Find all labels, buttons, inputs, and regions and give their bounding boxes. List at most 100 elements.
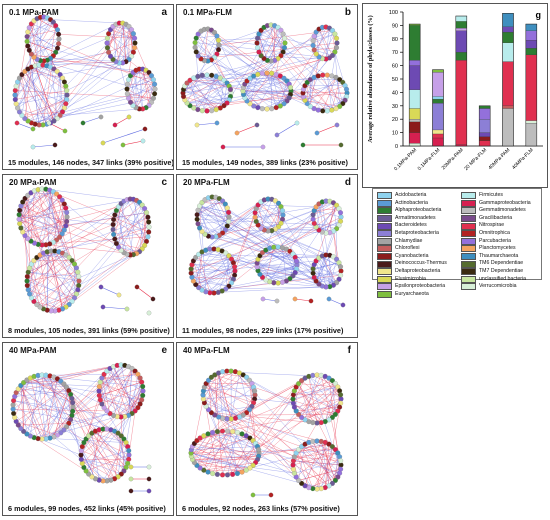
- panel-letter: f: [347, 345, 351, 356]
- legend-label: Chloroflexi: [395, 245, 420, 252]
- network-node: [63, 101, 69, 107]
- network-link: [20, 385, 73, 403]
- network-link: [19, 78, 36, 125]
- network-link: [262, 251, 290, 253]
- network-link: [133, 199, 145, 246]
- network-node: [243, 467, 249, 473]
- network-node: [123, 464, 129, 470]
- network-link: [270, 24, 275, 61]
- network-node: [336, 222, 342, 228]
- network-node: [195, 221, 201, 227]
- network-node: [338, 396, 344, 402]
- network-node: [258, 27, 264, 33]
- network-link: [109, 368, 129, 416]
- network-link: [218, 30, 333, 46]
- network-node: [17, 207, 23, 213]
- network-node: [146, 310, 152, 316]
- network-link: [101, 374, 138, 379]
- network-node: [296, 477, 302, 483]
- network-link: [258, 456, 294, 470]
- network-node: [15, 386, 21, 392]
- abundance-chart-svg: 0 10 20 30 40 50 60 70 80 90 100 Average relative a…: [367, 10, 543, 172]
- network-link: [269, 272, 296, 282]
- network-link: [23, 390, 69, 432]
- network-link: [259, 272, 296, 275]
- network-node: [73, 265, 79, 271]
- network-node: [142, 126, 148, 132]
- network-link: [112, 204, 143, 230]
- legend-label: Acidobacteria: [395, 192, 427, 198]
- network-node: [20, 229, 26, 235]
- network-link: [31, 66, 65, 83]
- network-node: [271, 280, 277, 286]
- network-node: [252, 210, 258, 216]
- network-node: [199, 228, 205, 234]
- bar-segment: [502, 13, 514, 27]
- legend-label: Euryarchaeota: [395, 290, 429, 297]
- network-link: [13, 400, 72, 416]
- network-link: [127, 93, 154, 99]
- network-link: [260, 199, 273, 229]
- network-link: [294, 390, 338, 412]
- network-node: [310, 438, 316, 444]
- network-link: [100, 381, 141, 405]
- network-link: [82, 116, 102, 124]
- network-link: [189, 80, 340, 107]
- network-link: [266, 57, 330, 74]
- legend-label: Gammaproteobacteria: [479, 199, 531, 206]
- network-link: [222, 406, 252, 419]
- network-node: [338, 458, 344, 464]
- legend-item: TM7 Dependentiae: [461, 268, 531, 276]
- network-link: [16, 387, 67, 422]
- network-node: [150, 77, 156, 83]
- network-node: [329, 414, 335, 420]
- network-node: [57, 234, 63, 240]
- legend-swatch: [461, 237, 476, 245]
- network-panel-c: 20 MPa-PAM c 8 modules, 105 nodes, 391 l…: [2, 174, 174, 338]
- network-link: [249, 437, 330, 486]
- legend-label: Gemmatimonadetes: [479, 207, 526, 214]
- network-link: [257, 25, 275, 39]
- network-link: [32, 144, 56, 148]
- network-link: [208, 380, 255, 400]
- network-link: [304, 386, 338, 420]
- x-tick-label: 0.1MPa-PAM: [393, 147, 418, 172]
- network-link: [314, 35, 330, 58]
- network-node: [126, 448, 132, 454]
- network-link: [20, 385, 47, 439]
- network-graph-d: [188, 194, 346, 308]
- network-node: [220, 369, 226, 375]
- network-link: [314, 30, 333, 51]
- network-node: [195, 31, 201, 37]
- network-link: [259, 274, 327, 288]
- network-link: [262, 298, 278, 302]
- network-link: [13, 408, 71, 420]
- network-link: [49, 375, 65, 431]
- panel-caption: 6 modules, 92 nodes, 263 links (57% posi…: [182, 504, 340, 513]
- network-link: [189, 80, 217, 110]
- network-node: [98, 284, 104, 290]
- legend-swatch: [377, 199, 392, 207]
- network-link: [201, 231, 206, 292]
- network-link: [318, 205, 337, 231]
- network-link: [128, 410, 136, 456]
- network-link: [325, 383, 336, 422]
- network-node: [12, 96, 18, 102]
- network-link: [119, 47, 135, 63]
- network-link: [191, 268, 236, 272]
- network-node: [63, 205, 69, 211]
- network-node: [315, 107, 321, 113]
- panel-caption: 8 modules, 105 nodes, 391 links (59% pos…: [8, 326, 170, 335]
- network-node: [224, 223, 230, 229]
- panel-letter: b: [344, 7, 351, 18]
- network-link: [212, 236, 263, 253]
- legend-label: Nitrospirae: [479, 222, 505, 229]
- bar-segment: [479, 108, 491, 120]
- network-link: [27, 41, 56, 53]
- network-node: [26, 25, 32, 31]
- network-node: [261, 56, 267, 62]
- network-node: [335, 408, 341, 414]
- legend-label: Omnitrophica: [479, 229, 510, 236]
- network-node: [290, 396, 296, 402]
- legend-item: Omnitrophica: [461, 230, 531, 238]
